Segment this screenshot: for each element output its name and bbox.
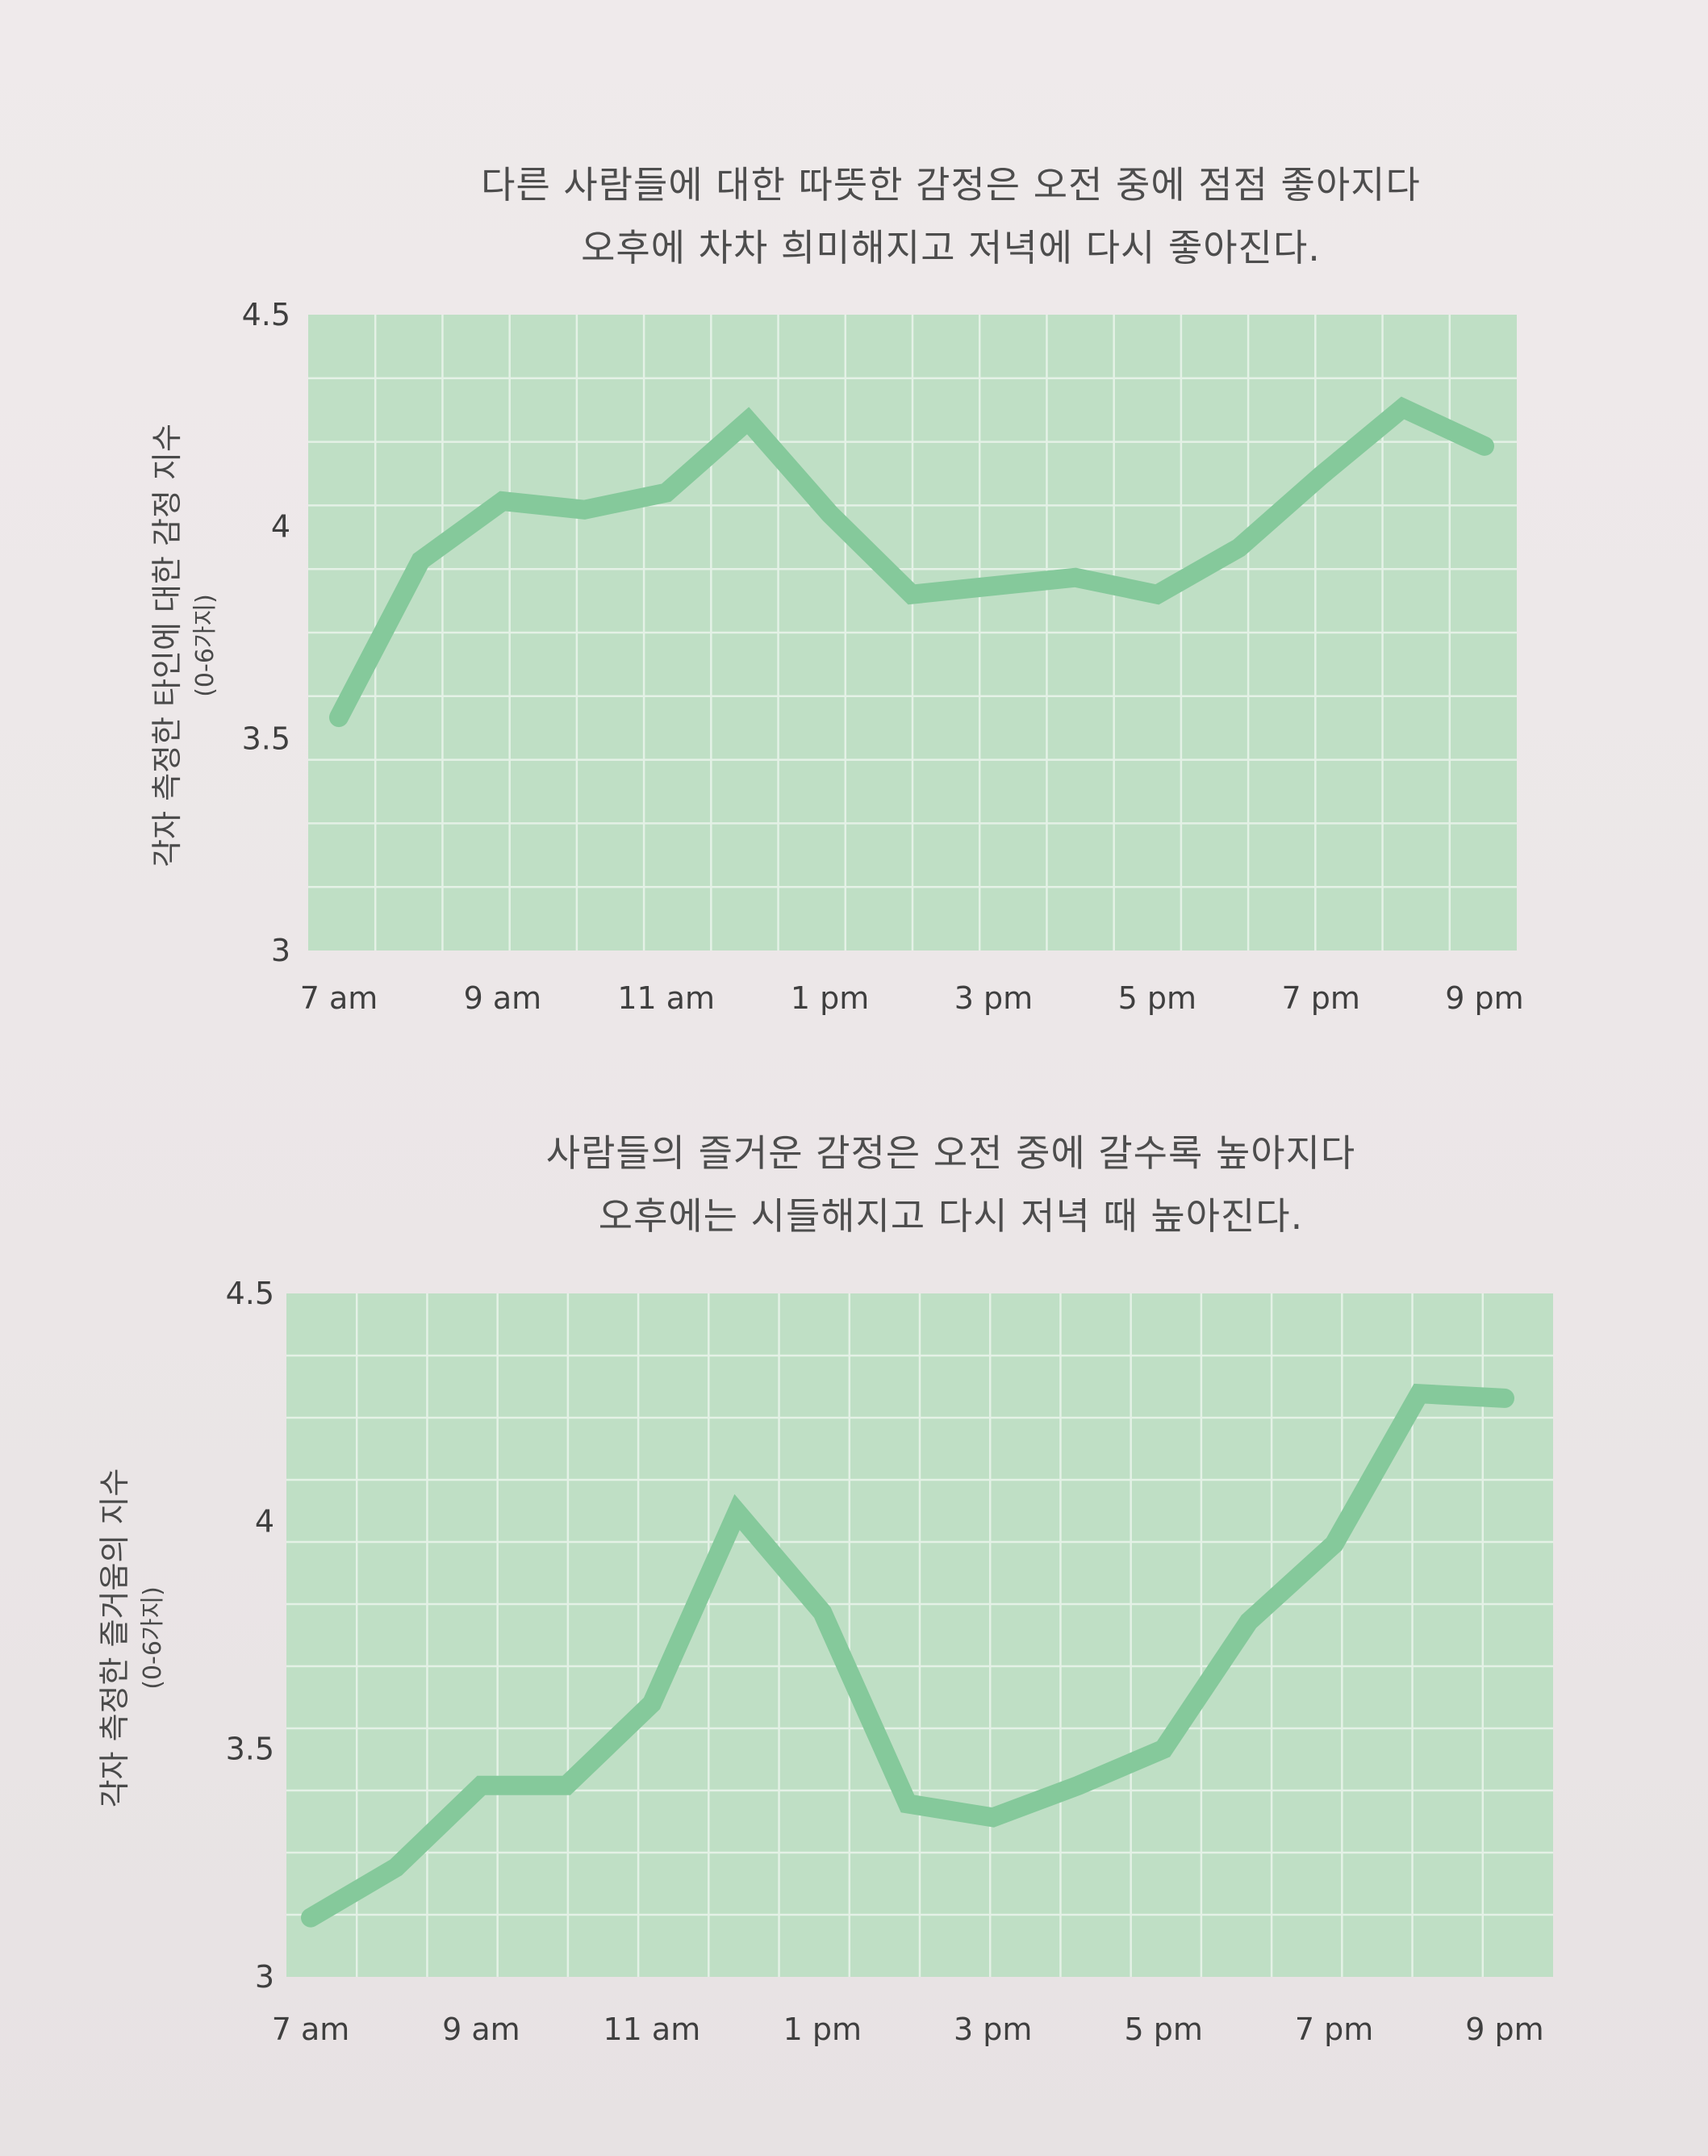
x-tick-label: 1 pm <box>783 2012 862 2047</box>
series-line <box>329 396 1494 728</box>
x-tick-label: 7 pm <box>1281 980 1359 1016</box>
x-tick-label: 9 pm <box>1465 2012 1543 2047</box>
y-axis-sublabel: (0-6가지) <box>139 1586 167 1690</box>
x-tick-label: 3 pm <box>954 980 1033 1016</box>
x-tick-label: 5 pm <box>1124 2012 1202 2047</box>
chart2-caption-line2: 오후에는 시들해지고 다시 저녁 때 높아진다. <box>598 1194 1304 1238</box>
grid <box>286 1293 1553 1977</box>
x-tick-label: 11 am <box>617 980 715 1016</box>
y-tick-label: 4 <box>271 509 290 545</box>
chart2-caption-line1: 사람들의 즐거운 감정은 오전 중에 갈수록 높아지다 <box>545 1131 1356 1175</box>
chart1-caption-line2: 오후에 차차 희미해지고 저녁에 다시 좋아진다. <box>581 226 1321 270</box>
x-tick-label: 5 pm <box>1118 980 1196 1016</box>
y-tick-label: 3 <box>271 933 290 968</box>
series-line <box>301 1383 1514 1928</box>
y-tick-label: 3.5 <box>226 1732 274 1767</box>
y-tick-label: 3 <box>255 1959 274 1995</box>
x-tick-label: 9 am <box>464 980 542 1016</box>
chart2-caption: 사람들의 즐거운 감정은 오전 중에 갈수록 높아지다 오후에는 시들해지고 다… <box>97 1122 1708 1247</box>
y-tick-label: 3.5 <box>242 721 290 756</box>
x-tick-label: 7 pm <box>1295 2012 1373 2047</box>
y-tick-label: 4.5 <box>226 1276 274 1311</box>
x-tick-label: 1 pm <box>791 980 869 1016</box>
x-tick-label: 3 pm <box>954 2012 1032 2047</box>
chart1-caption: 다른 사람들에 대한 따뜻한 감정은 오전 중에 점점 좋아지다 오후에 차차 … <box>97 153 1708 279</box>
y-axis-label: 각자 측정한 즐거움의 지수 <box>97 1469 132 1808</box>
x-tick-label: 11 am <box>603 2012 700 2047</box>
warmth-line-chart: 3 3.5 4 4.5 7 am 9 am 11 am 1 pm 3 pm 5 pm 7 pm 9 p… <box>149 297 1524 1016</box>
y-axis-label: 각자 측정한 타인에 대한 감정 지수 <box>149 424 185 867</box>
x-tick-label: 7 am <box>300 980 378 1016</box>
x-tick-label: 7 am <box>272 2012 350 2047</box>
y-axis-sublabel: (0-6가지) <box>191 594 219 697</box>
x-tick-label: 9 pm <box>1445 980 1523 1016</box>
y-tick-label: 4 <box>255 1503 274 1539</box>
y-tick-label: 4.5 <box>242 297 290 332</box>
chart1-caption-line1: 다른 사람들에 대한 따뜻한 감정은 오전 중에 점점 좋아지다 <box>481 163 1421 207</box>
grid <box>308 315 1517 951</box>
x-tick-label: 9 am <box>442 2012 520 2047</box>
